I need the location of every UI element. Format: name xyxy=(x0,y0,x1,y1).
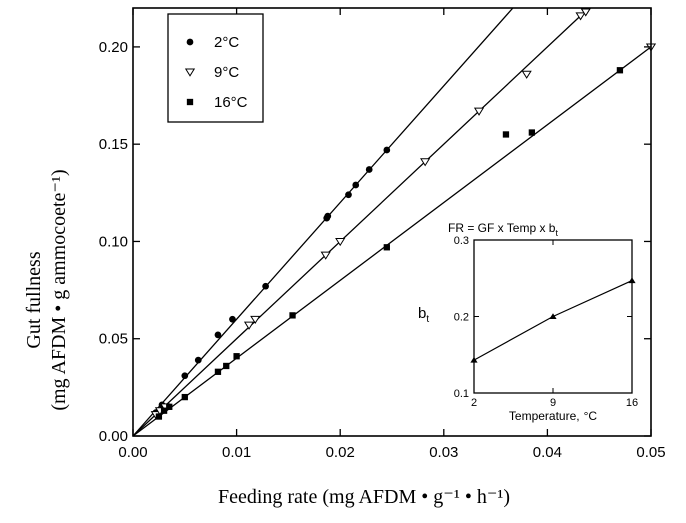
legend-marker-1 xyxy=(184,68,196,77)
data-point-series-0 xyxy=(352,181,360,189)
data-point-series-2 xyxy=(160,407,168,414)
inset-y-tick-label: 0.1 xyxy=(454,388,469,400)
inset-y-tick-label: 0.3 xyxy=(454,235,469,247)
data-point-series-1 xyxy=(575,12,586,21)
main-plot: 0.00 0.01 0.02 0.03 0.04 0.05 0.00 0.05 0.10 0.1… xyxy=(99,7,666,461)
legend-marker-0 xyxy=(186,38,194,46)
y-axis-label-line2: (mg AFDM • g ammocoete⁻¹) xyxy=(48,169,70,410)
x-tick-label: 0.04 xyxy=(533,444,562,461)
data-point-series-1 xyxy=(473,107,485,116)
legend: 2°C 9°C 16°C xyxy=(167,13,264,123)
data-point-series-1 xyxy=(243,321,255,330)
inset-x-label: Temperature, °C xyxy=(509,409,598,423)
data-point-series-0 xyxy=(214,331,222,339)
y-axis-label-line1: Gut fullness xyxy=(23,251,45,348)
legend-marker-2 xyxy=(186,98,194,106)
data-point-series-1 xyxy=(335,238,346,247)
inset-series xyxy=(470,277,636,363)
y-axis-ticks: 0.00 0.05 0.10 0.15 0.20 xyxy=(99,39,651,445)
data-point-series-2 xyxy=(289,312,296,319)
inset-chart: FR = GF x Temp x bt 2 9 16 0.1 0.2 0.3 bt Tem… xyxy=(418,221,638,423)
legend-label-2: 16°C xyxy=(214,94,248,111)
data-point-series-1 xyxy=(320,251,331,260)
inset-x-tick-label: 9 xyxy=(550,397,556,409)
data-point-series-2 xyxy=(528,129,536,136)
x-tick-label: 0.01 xyxy=(222,444,251,461)
data-point-series-0 xyxy=(262,282,269,290)
y-tick-label: 0.20 xyxy=(99,39,128,56)
y-tick-label: 0.00 xyxy=(99,428,128,445)
y-tick-label: 0.15 xyxy=(99,136,128,153)
data-point-series-0 xyxy=(181,372,189,380)
data-point-series-0 xyxy=(229,315,236,323)
x-tick-label: 0.02 xyxy=(326,444,355,461)
data-point-series-1 xyxy=(580,8,591,17)
inset-title: FR = GF x Temp x bt xyxy=(448,221,558,238)
data-point-series-2 xyxy=(616,67,624,74)
inset-y-tick-label: 0.2 xyxy=(454,312,469,324)
legend-label-0: 2°C xyxy=(214,34,239,51)
data-point-series-2 xyxy=(214,368,222,375)
legend-label-1: 9°C xyxy=(214,64,239,81)
y-tick-label: 0.10 xyxy=(99,233,128,250)
data-point-series-0 xyxy=(383,146,391,154)
data-point-series-2 xyxy=(233,353,240,360)
inset-line xyxy=(473,279,633,361)
data-point-series-0 xyxy=(194,356,202,364)
inset-data-point xyxy=(470,356,478,363)
inset-x-tick-label: 16 xyxy=(626,397,638,409)
legend-box xyxy=(167,13,264,123)
data-point-series-1 xyxy=(521,70,532,79)
data-point-series-0 xyxy=(365,166,373,173)
data-point-series-2 xyxy=(383,244,390,251)
data-point-series-2 xyxy=(166,403,173,410)
x-axis-ticks: 0.00 0.01 0.02 0.03 0.04 0.05 xyxy=(118,8,666,461)
data-point-series-2 xyxy=(181,393,188,401)
x-tick-label: 0.03 xyxy=(429,444,458,461)
inset-y-label: bt xyxy=(418,305,429,325)
data-point-series-2 xyxy=(223,362,230,370)
inset-ticks: 2 9 16 0.1 0.2 0.3 xyxy=(454,235,638,409)
inset-data-point xyxy=(549,313,557,320)
data-point-series-0 xyxy=(345,191,352,199)
x-tick-label: 0.05 xyxy=(636,444,665,461)
x-tick-label: 0.00 xyxy=(118,444,147,461)
regression-line-0 xyxy=(132,7,514,437)
data-point-series-2 xyxy=(502,131,510,138)
data-point-series-1 xyxy=(420,158,431,167)
x-axis-label: Feeding rate (mg AFDM • g⁻¹ • h⁻¹) xyxy=(218,486,510,508)
data-points xyxy=(150,8,657,420)
regression-line-1 xyxy=(132,7,590,437)
data-point-series-2 xyxy=(155,413,163,420)
data-point-series-1 xyxy=(250,315,261,324)
plot-frame xyxy=(132,7,652,437)
data-point-series-0 xyxy=(324,212,332,220)
y-tick-label: 0.05 xyxy=(99,331,128,348)
inset-data-point xyxy=(628,277,636,284)
inset-x-tick-label: 2 xyxy=(471,397,477,409)
